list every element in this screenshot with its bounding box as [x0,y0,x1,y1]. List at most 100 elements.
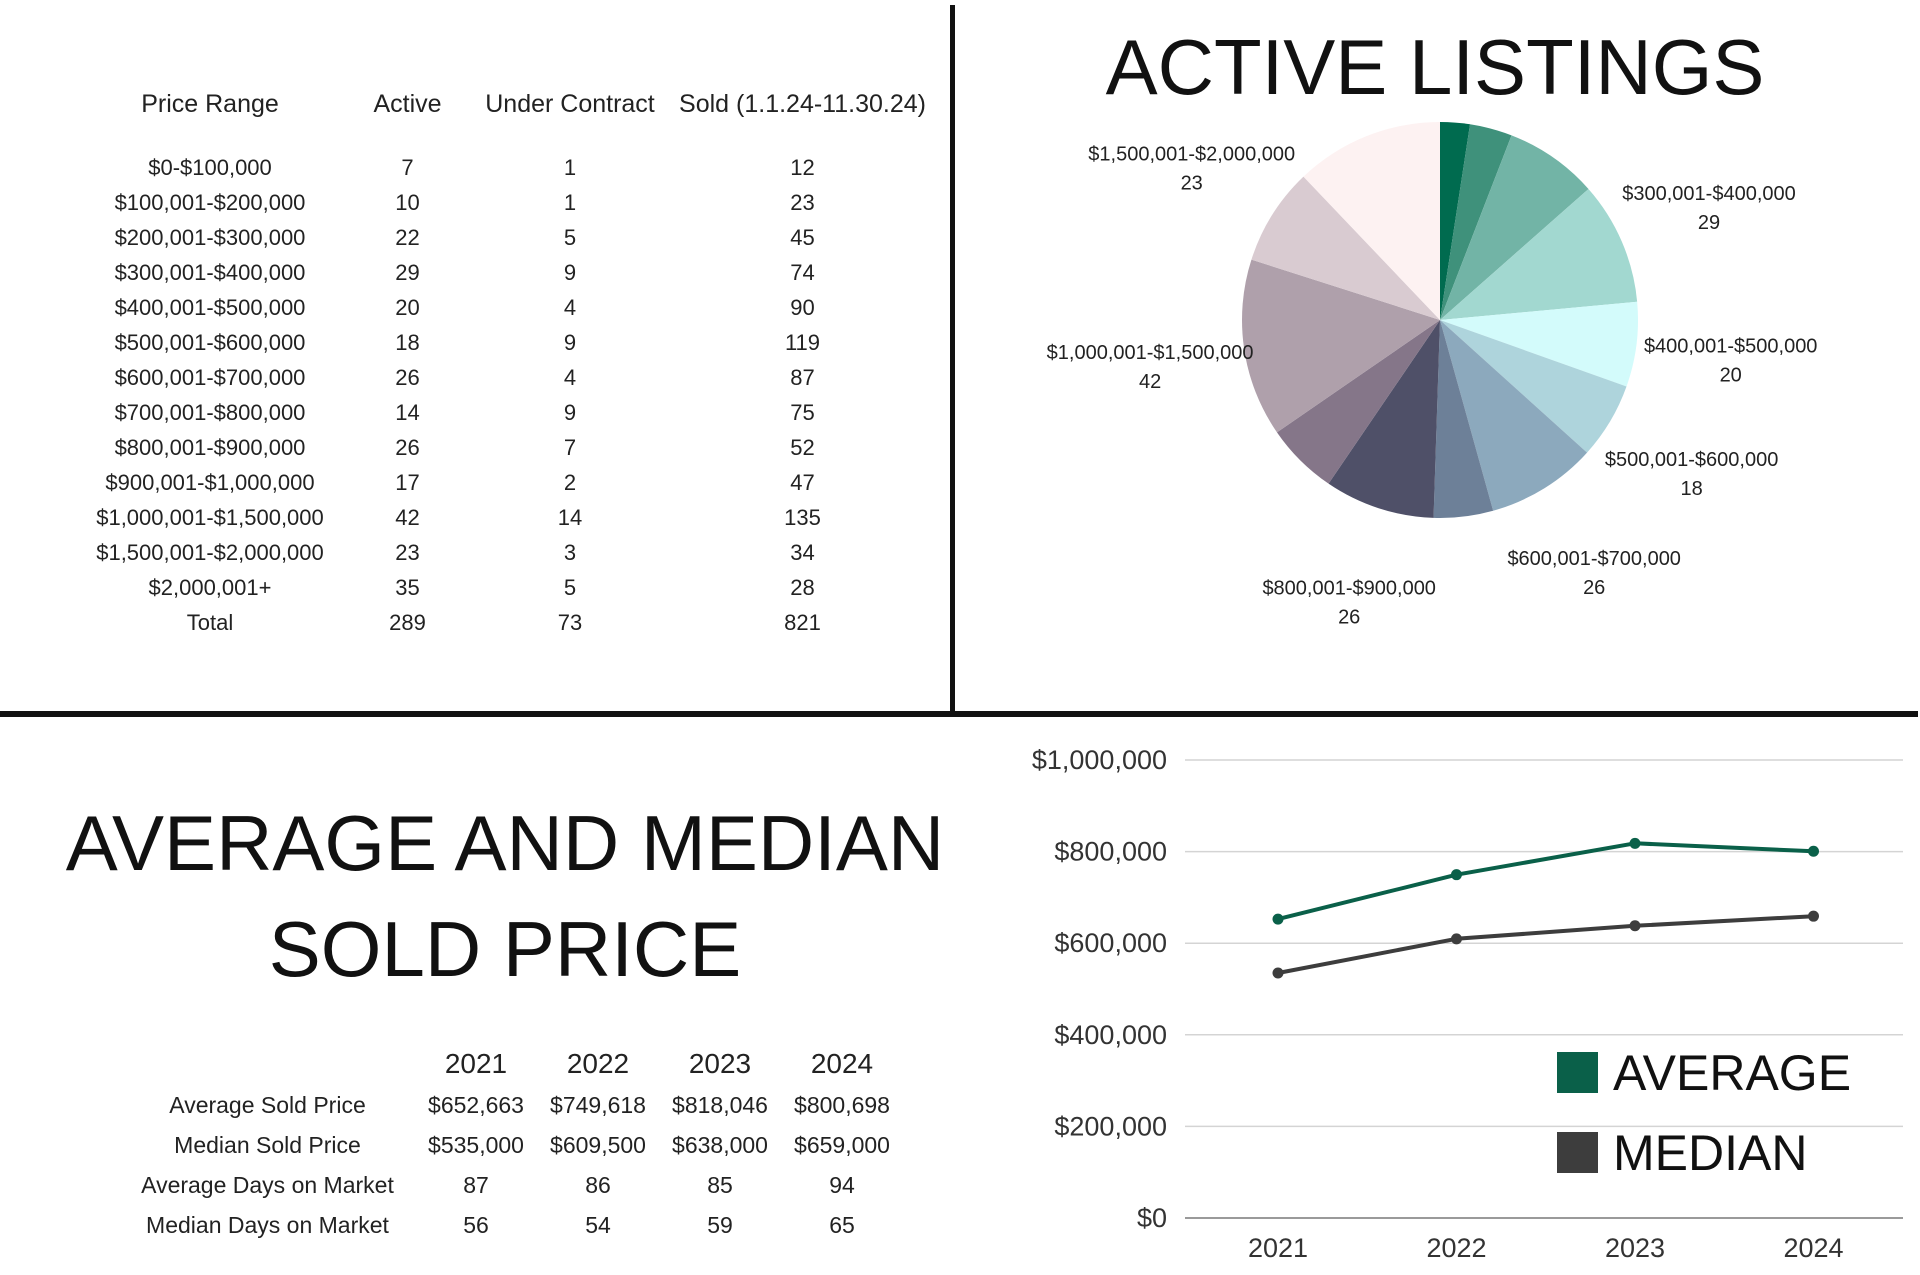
sold-cell: 28 [790,574,815,600]
table-row: $700,001-$800,000 14 9 75 [80,395,940,430]
active-cell: 20 [395,294,420,320]
under-contract-cell: 7 [563,434,577,460]
stats-value-2021: 56 [463,1211,489,1238]
series-line-average [1276,841,1816,922]
pie-value-1-000-001-1-500-000: 42 [1139,371,1161,393]
stats-row-label: Average Days on Market [141,1171,394,1198]
pie-label-400-001-500-000: $400,001-$500,000 [1644,336,1818,358]
under-contract-cell: 9 [563,259,577,285]
under-contract-cell: 5 [563,574,577,600]
pie-slice-700-001-800-000 [1433,320,1494,518]
y-tick-label: $400,000 [1054,1020,1167,1050]
pie-slice-300-001-400-000 [1440,189,1638,320]
header-active: Active [373,89,442,118]
sold-cell: 87 [790,364,815,390]
sold-cell: 119 [784,329,821,355]
y-tick-label: $0 [1137,1203,1167,1233]
price-range-cell: $0-$100,000 [148,154,272,180]
stats-year-2024: 2024 [810,1048,874,1079]
stats-value-2021: 87 [463,1171,489,1198]
stats-value-2023: 59 [707,1211,733,1238]
series-point-median-2022 [1451,933,1462,945]
active-cell: 29 [395,259,420,285]
stats-row-label: Average Sold Price [169,1091,366,1118]
price-range-cell: $300,001-$400,000 [114,259,306,285]
pie-labels: $200,001-$300,00022$300,001-$400,00029$4… [1047,143,1818,628]
under-contract-cell: 9 [563,399,577,425]
under-contract-cell: 1 [563,189,577,215]
header-price-range: Price Range [141,89,279,118]
pie-slice-800-001-900-000 [1328,320,1440,518]
table-spacer-row [80,126,940,150]
stats-row-label: Median Days on Market [146,1211,389,1238]
sold-cell: 45 [790,224,815,250]
stats-value-2024: $659,000 [794,1131,890,1158]
stats-row-median-days-on-market: Median Days on Market 56 54 59 65 [120,1205,903,1245]
table-row: $1,000,001-$1,500,000 42 14 135 [80,500,940,535]
sold-price-title-line1: AVERAGE AND MEDIAN [65,799,945,887]
active-listings-pie-chart: $200,001-$300,00022$300,001-$400,00029$4… [1047,122,1818,629]
stats-value-2023: $638,000 [672,1131,768,1158]
stats-row-median-sold-price: Median Sold Price $535,000 $609,500 $638,00… [120,1125,903,1165]
under-contract-cell: 9 [563,329,577,355]
sold-cell: 74 [790,259,815,285]
table-row: $600,001-$700,000 26 4 87 [80,360,940,395]
under-contract-cell: 2 [563,469,577,495]
y-tick-label: $800,000 [1054,837,1167,867]
active-cell: 35 [395,574,420,600]
under-contract-cell: 4 [563,294,577,320]
table-row: $100,001-$200,000 10 1 23 [80,185,940,220]
y-tick-label: $600,000 [1054,928,1167,958]
under-contract-cell: 1 [563,154,577,180]
table-row: $500,001-$600,000 18 9 119 [80,325,940,360]
price-range-cell: $700,001-$800,000 [114,399,306,425]
active-cell: 7 [401,154,414,180]
stats-value-2023: 85 [707,1171,733,1198]
pie-slice-200-001-300-000 [1440,135,1589,320]
pie-slice-600-001-700-000 [1440,320,1588,511]
pie-slice-900-001-1-000-000 [1276,320,1440,484]
table-row: $1,500,001-$2,000,000 23 3 34 [80,535,940,570]
table-row: $900,001-$1,000,000 17 2 47 [80,465,940,500]
stats-value-2021: $652,663 [428,1091,524,1118]
under-contract-cell: 5 [563,224,577,250]
series-point-median-2023 [1629,920,1641,932]
price-range-cell: $900,001-$1,000,000 [105,469,315,495]
legend-label-average: AVERAGE [1613,1045,1851,1101]
pie-slice-500-001-600-000 [1440,320,1627,453]
table-row: $800,001-$900,000 26 7 52 [80,430,940,465]
pie-slices [1242,122,1639,518]
price-range-cell: Total [186,609,234,635]
stats-header-blank [120,1043,415,1085]
legend-swatch-median [1557,1132,1598,1173]
active-cell: 14 [395,399,420,425]
pie-value-300-001-400-000: 29 [1698,212,1720,234]
y-tick-label: $1,000,000 [1032,745,1167,775]
pie-label-600-001-700-000: $600,001-$700,000 [1507,548,1681,570]
stats-year-2022: 2022 [566,1048,630,1079]
stats-value-2022: 54 [585,1211,611,1238]
series-line-median [1276,914,1816,975]
price-range-cell: $1,500,001-$2,000,000 [96,539,324,565]
pie-value-600-001-700-000: 26 [1583,577,1605,599]
pie-value-400-001-500-000: 20 [1720,365,1742,387]
table-row: $2,000,001+ 35 5 28 [80,570,940,605]
pie-label-300-001-400-000: $300,001-$400,000 [1622,183,1796,205]
stats-value-2022: $609,500 [550,1131,646,1158]
pie-chart-title: ACTIVE LISTINGS [1105,23,1765,111]
stats-value-2024: 94 [829,1171,855,1198]
stats-header-row: 2021 2022 2023 2024 [120,1043,903,1085]
stats-value-2023: $818,046 [672,1091,768,1118]
price-range-cell: $100,001-$200,000 [114,189,306,215]
series-point-average-2022 [1451,869,1462,881]
price-range-cell: $1,000,001-$1,500,000 [96,504,324,530]
stats-row-label: Median Sold Price [174,1131,361,1158]
sold-stats-table: 2021 2022 2023 2024 Average Sold Price $6… [120,1043,903,1245]
series-point-average-2023 [1629,837,1641,849]
active-cell: 26 [395,364,420,390]
pie-slice-0-100-000 [1440,122,1471,320]
series-point-median-2021 [1272,967,1284,979]
pie-value-500-001-600-000: 18 [1680,478,1702,500]
active-cell: 26 [395,434,420,460]
series-point-average-2024 [1808,845,1819,857]
